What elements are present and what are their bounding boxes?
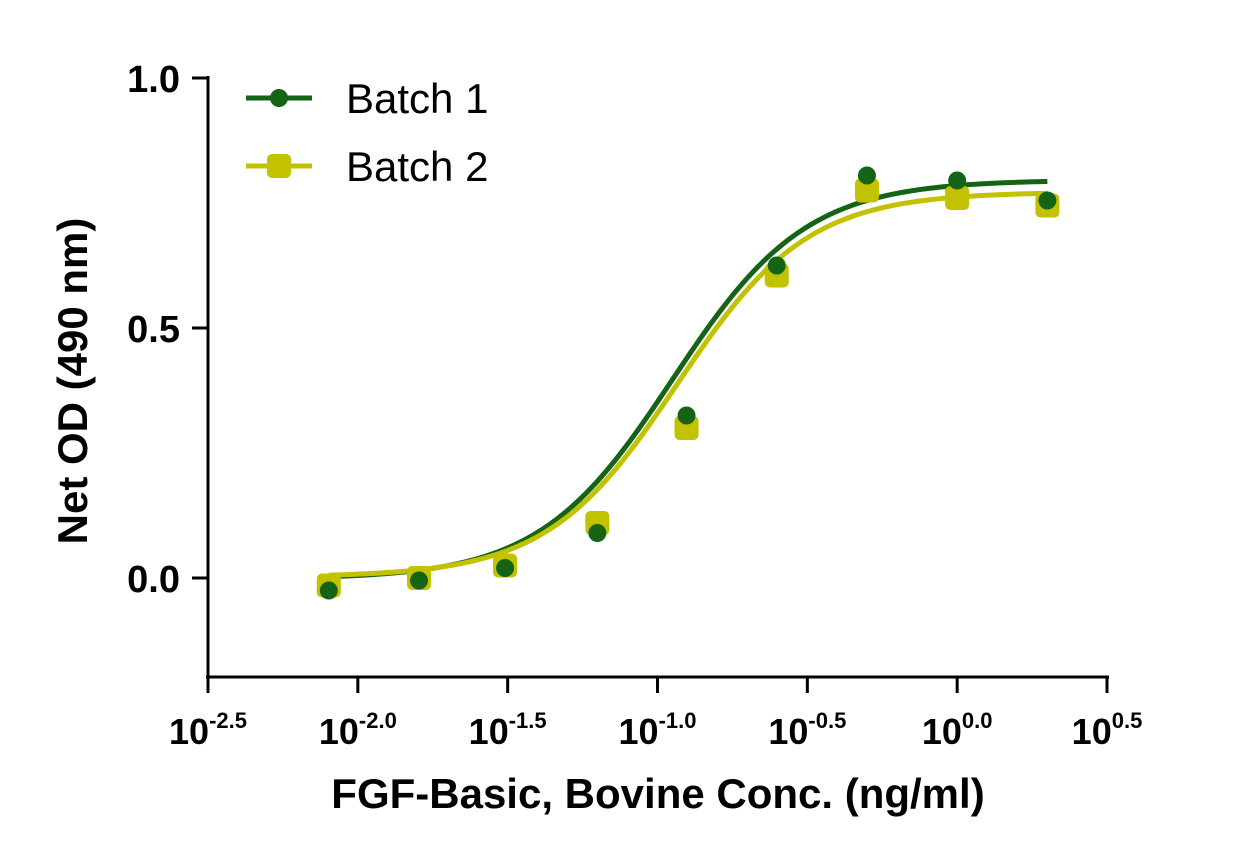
data-point-batch-1 <box>767 256 786 275</box>
x-tick-label: 10-2.0 <box>319 708 397 752</box>
fit-curve-batch-2 <box>328 190 1048 578</box>
legend: Batch 1 Batch 2 <box>246 75 488 190</box>
fit-curves <box>328 178 1048 580</box>
data-points <box>316 166 1060 600</box>
data-point-batch-1 <box>319 581 338 600</box>
data-point-batch-2 <box>854 178 879 203</box>
y-axis-title: Net OD (490 nm) <box>49 218 96 545</box>
x-axis-title: FGF-Basic, Bovine Conc. (ng/ml) <box>331 770 984 817</box>
legend-label-batch-1: Batch 1 <box>346 75 488 122</box>
x-tick-label: 10-1.5 <box>469 708 547 752</box>
data-point-batch-1 <box>410 571 429 590</box>
x-tick-label: 100.0 <box>922 708 993 752</box>
y-tick-label: 0.0 <box>127 559 180 601</box>
data-point-batch-1 <box>496 559 515 577</box>
y-tick-label: 0.5 <box>127 309 180 351</box>
x-tick-label: 10-1.0 <box>619 708 697 752</box>
axes: 1.0 0.5 0.0 10-2.5 10-2.0 10-1.5 10-1.0 10-0.5 1… <box>127 59 1142 752</box>
x-tick-label: 10-2.5 <box>169 708 247 752</box>
data-point-batch-2 <box>945 186 970 210</box>
data-point-batch-1 <box>857 166 876 185</box>
y-tick-label: 1.0 <box>127 59 180 101</box>
legend-marker-batch-2 <box>267 154 291 178</box>
data-point-batch-1 <box>948 171 967 190</box>
legend-marker-batch-1 <box>270 89 288 107</box>
data-point-batch-1 <box>588 524 607 542</box>
data-point-batch-1 <box>677 406 696 425</box>
legend-label-batch-2: Batch 2 <box>346 143 488 190</box>
data-point-batch-1 <box>1038 191 1057 210</box>
x-tick-label: 100.5 <box>1072 708 1143 752</box>
x-tick-label: 10-0.5 <box>768 708 846 752</box>
